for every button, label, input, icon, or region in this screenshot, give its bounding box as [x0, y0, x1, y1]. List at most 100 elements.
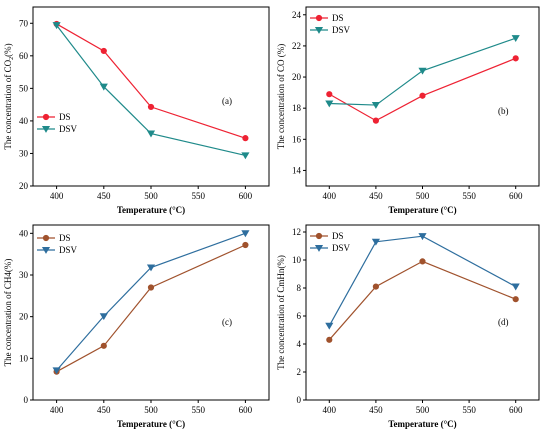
y-tick-label: 2: [297, 367, 302, 377]
panel-label: (a): [222, 96, 232, 106]
chart-panel-b: 400 450 500 550 600 14 16 18 20 22 24 Temperature (…: [276, 6, 540, 215]
series-line-dsv: [328, 235, 516, 327]
chart-panel-d: 400 450 500 550 600 0 2 4 6 8 10 12 Temperature (°C)…: [276, 224, 540, 429]
x-axis-label: Temperature (°C): [117, 419, 185, 429]
legend: DS DSV: [310, 13, 351, 35]
y-tick-label: 8: [297, 283, 302, 293]
data-point-dsv: [371, 102, 380, 109]
data-point-ds: [100, 47, 107, 55]
legend-marker: [314, 244, 324, 252]
x-tick-label: 450: [97, 191, 111, 201]
legend-entry: DS: [59, 112, 71, 122]
y-tick-label: 70: [19, 18, 29, 28]
x-tick-label: 600: [509, 405, 523, 415]
x-axis-label: Temperature (°C): [117, 205, 185, 215]
legend-entry: DS: [332, 13, 344, 23]
data-point-dsv: [325, 100, 334, 108]
x-tick-label: 550: [462, 191, 476, 201]
legend-marker: [315, 232, 323, 240]
y-tick-label: 30: [19, 148, 29, 158]
legend-marker: [315, 14, 323, 22]
data-point-ds: [326, 91, 333, 98]
data-point-ds: [512, 296, 519, 303]
x-tick-label: 500: [416, 191, 430, 201]
y-tick-label: 10: [292, 255, 302, 265]
y-axis-label-part: The concentration of CH4(%): [3, 259, 13, 367]
panel-label: (d): [498, 317, 509, 327]
y-axis-label: The concentration of CO (%): [276, 44, 286, 149]
y-tick-label: 22: [292, 41, 301, 51]
y-tick-label: 0: [24, 395, 29, 405]
legend-marker: [42, 234, 50, 242]
data-point-dsv: [418, 67, 427, 75]
y-axis-label-part: (%): [3, 43, 13, 57]
data-point-dsv: [146, 130, 156, 138]
data-point-dsv: [99, 313, 108, 321]
y-axis-label-part: The concentration of CO: [3, 59, 13, 149]
x-tick-label: 550: [191, 191, 205, 201]
data-point-dsv: [511, 283, 520, 291]
data-point-ds: [372, 117, 379, 124]
data-point-ds: [147, 284, 155, 291]
data-point-ds: [242, 241, 249, 249]
data-point-dsv: [99, 83, 108, 91]
data-point-ds: [100, 342, 107, 349]
data-point-dsv: [511, 35, 520, 42]
data-point-dsv: [146, 264, 156, 272]
x-tick-label: 450: [369, 191, 383, 201]
y-tick-label: 40: [19, 228, 29, 238]
legend: DS DSV: [37, 233, 78, 255]
data-point-ds: [242, 135, 249, 142]
legend-entry: DS: [332, 231, 344, 241]
y-tick-label: 40: [19, 116, 29, 126]
y-tick-label: 16: [292, 134, 302, 144]
x-tick-label: 400: [323, 191, 337, 201]
plot-frame: [32, 6, 270, 187]
data-point-dsv: [325, 322, 334, 330]
series-line-ds: [329, 57, 516, 122]
data-point-ds: [372, 283, 379, 290]
legend-marker: [42, 113, 50, 121]
data-point-ds: [419, 258, 426, 265]
panel-label: (b): [498, 106, 509, 116]
x-tick-label: 600: [239, 191, 253, 201]
y-tick-label: 6: [297, 311, 302, 321]
series-line-ds: [328, 260, 516, 341]
legend-marker: [41, 125, 51, 133]
legend: DS DSV: [310, 231, 351, 253]
y-tick-label: 50: [19, 83, 29, 93]
data-point-ds: [512, 55, 519, 62]
legend: DS DSV: [37, 112, 78, 134]
x-tick-label: 450: [97, 405, 111, 415]
y-axis-label: The concentration of CmHn(%): [276, 255, 286, 370]
legend-marker: [41, 246, 51, 254]
y-tick-label: 0: [297, 395, 302, 405]
legend-entry: DSV: [59, 245, 78, 255]
y-tick-label: 10: [19, 353, 29, 363]
y-tick-label: 24: [292, 10, 302, 20]
y-tick-label: 14: [292, 165, 302, 175]
series-line-dsv: [329, 37, 516, 106]
data-point-dsv: [241, 152, 250, 160]
x-tick-label: 400: [50, 405, 64, 415]
data-point-dsv: [418, 233, 427, 241]
legend-entry: DS: [59, 233, 71, 243]
data-point-ds: [419, 92, 426, 99]
y-axis-label-part: 2: [9, 57, 15, 60]
data-point-dsv: [371, 238, 380, 246]
y-axis-label: The concentration of CO2(%): [3, 43, 15, 149]
y-tick-label: 20: [19, 181, 29, 191]
legend-marker: [314, 26, 324, 34]
x-tick-label: 500: [416, 405, 430, 415]
y-axis-label: The concentration of CH4(%): [3, 259, 13, 367]
x-tick-label: 500: [144, 191, 158, 201]
y-tick-label: 30: [19, 270, 29, 280]
y-axis-label-part: The concentration of CmHn(%): [276, 255, 286, 370]
y-tick-label: 18: [292, 103, 302, 113]
x-tick-label: 500: [144, 405, 158, 415]
data-point-ds: [326, 336, 333, 343]
data-point-dsv: [241, 230, 250, 238]
series-line-dsv: [56, 232, 246, 371]
data-point-ds: [147, 103, 155, 111]
